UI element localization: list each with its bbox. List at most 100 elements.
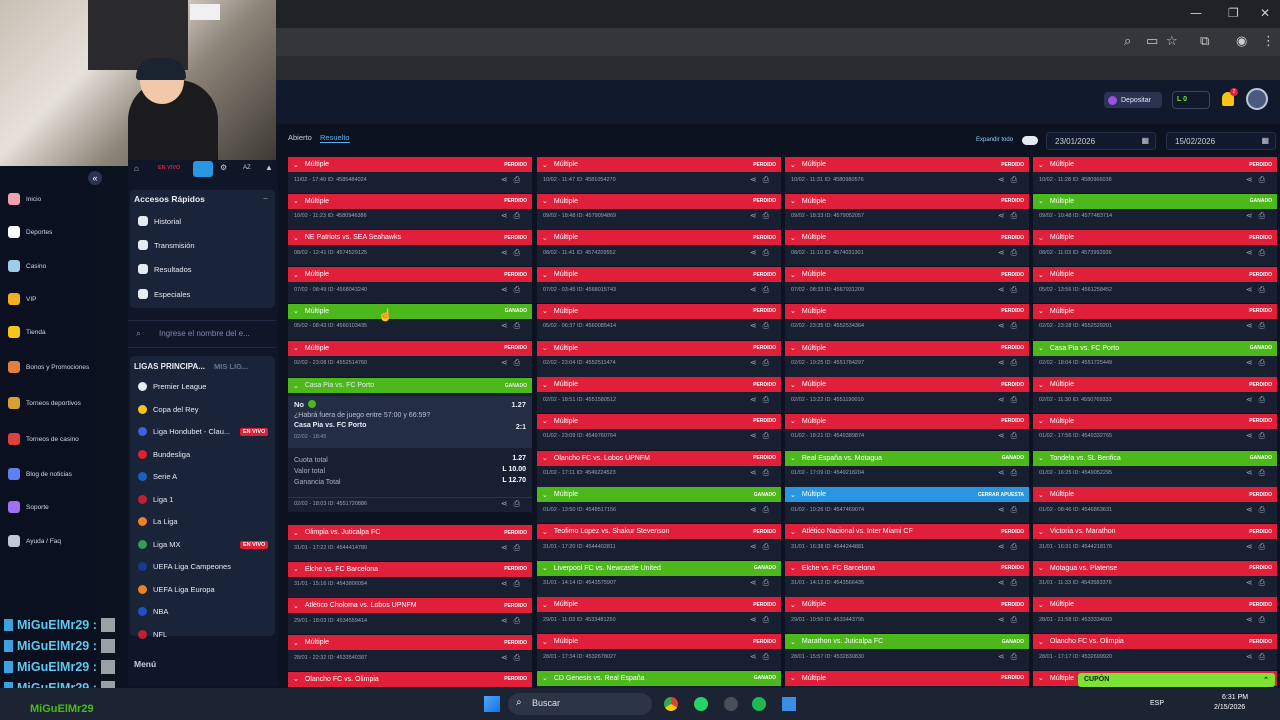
bet-card-header[interactable]: ⌄ Múltiple PERDIDO <box>1033 267 1277 283</box>
share-print-icons[interactable]: ⋖⎙ <box>749 394 775 404</box>
bet-card[interactable]: ⌄ Múltiple PERDIDO 02/02 - 23:28 ID: 455252… <box>1033 303 1277 340</box>
deposit-button[interactable]: Depositar <box>1104 92 1162 108</box>
share-print-icons[interactable]: ⋖⎙ <box>500 358 526 367</box>
bet-card-header[interactable]: ⌄ Múltiple GANADO <box>537 487 781 503</box>
share-print-icons[interactable]: ⋖⎙ <box>500 579 526 589</box>
bet-card-header[interactable]: ⌄ Olancho FC vs. Olimpia PERDIDO <box>1033 634 1277 650</box>
bet-card[interactable]: ⌄ Múltiple PERDIDO 11/02 - 17:40 ID: 458548… <box>288 157 532 193</box>
bet-card[interactable]: ⌄ Elche vs. FC Barcelona PERDIDO 31/01 - 14… <box>785 560 1029 597</box>
expand-all-toggle[interactable] <box>1022 136 1038 145</box>
bet-card-header[interactable]: ⌄ Múltiple GANADO <box>1033 193 1277 209</box>
share-print-icons[interactable]: ⋖⎙ <box>500 321 526 331</box>
share-print-icons[interactable]: ⋖⎙ <box>1245 468 1271 478</box>
bet-card-header[interactable]: ⌄ Múltiple PERDIDO <box>1033 377 1277 393</box>
whatsapp-icon[interactable] <box>694 697 708 711</box>
language-indicator[interactable]: ESP <box>1150 700 1165 707</box>
bet-card-header[interactable]: ⌄ Casa Pia vs. FC Porto GANADO <box>1033 340 1277 356</box>
bet-card-header[interactable]: ⌄ Múltiple PERDIDO <box>1033 303 1277 319</box>
bet-card-header[interactable]: ⌄ Múltiple PERDIDO <box>1033 157 1277 172</box>
bet-card[interactable]: ⌄ Teofimo Lopez vs. Shakur Stevenson PERDI… <box>537 524 781 560</box>
leagues-title[interactable]: LIGAS PRINCIPA... <box>134 362 205 371</box>
maximize-icon[interactable]: ❐ <box>1228 6 1239 20</box>
bet-card-header[interactable]: ⌄ Múltiple PERDIDO <box>537 303 781 319</box>
clock-date[interactable]: 2/15/2026 <box>1214 704 1246 711</box>
bet-card-header[interactable]: ⌄ Múltiple PERDIDO <box>1033 413 1277 429</box>
bet-card-header[interactable]: ⌄ Múltiple PERDIDO <box>785 413 1029 429</box>
league-item[interactable]: NFL <box>138 629 167 639</box>
share-print-icons[interactable]: ⋖⎙ <box>749 284 775 294</box>
settings-tab-icon[interactable]: ⚙ <box>220 163 228 172</box>
league-item[interactable]: Serie A <box>138 472 177 481</box>
bet-card[interactable]: ⌄ Múltiple PERDIDO 07/02 - 08:33 ID: 456793… <box>785 267 1029 304</box>
bet-card-header[interactable]: ⌄ Elche vs. FC Barcelona PERDIDO <box>288 561 532 577</box>
share-print-icons[interactable]: ⋖⎙ <box>500 542 526 552</box>
bet-card[interactable]: ⌄ Atlético Choloma vs. Lobos UPNFM PERDIDO… <box>288 598 532 635</box>
bet-card-header[interactable]: ⌄ Múltiple PERDIDO <box>288 157 532 172</box>
bet-card[interactable]: ⌄ Motagua vs. Platense PERDIDO 31/01 - 11:3… <box>1033 560 1277 597</box>
share-print-icons[interactable]: ⋖⎙ <box>500 652 526 662</box>
quick-item[interactable]: Transmisión <box>138 240 195 250</box>
bet-card-header[interactable]: ⌄ Múltiple PERDIDO <box>785 157 1029 172</box>
bet-card-header[interactable]: ⌄ Olancho FC vs. Olimpia PERDIDO <box>288 671 532 687</box>
share-print-icons[interactable]: ⋖⎙ <box>1245 394 1271 404</box>
league-item[interactable]: Bundesliga <box>138 449 190 459</box>
bet-card-header[interactable]: ⌄ Múltiple PERDIDO <box>537 193 781 209</box>
clock-time[interactable]: 6:31 PM <box>1222 694 1249 701</box>
bet-card[interactable]: ⌄ Liverpool FC vs. Newcastle United GANADO… <box>537 560 781 597</box>
bet-card[interactable]: ⌄ Olimpia vs. Juticalpa FC PERDIDO 31/01 - … <box>288 525 532 561</box>
bet-card-header[interactable]: ⌄ Múltiple PERDIDO <box>1033 597 1277 613</box>
bet-card-header[interactable]: ⌄ Múltiple PERDIDO <box>785 597 1029 613</box>
live-tab[interactable]: EN VIVO <box>158 165 181 171</box>
share-print-icons[interactable]: ⋖⎙ <box>997 651 1023 661</box>
share-print-icons[interactable]: ⋖⎙ <box>997 541 1023 551</box>
nav-item-2[interactable]: Casino <box>8 260 46 272</box>
share-print-icons[interactable]: ⋖⎙ <box>749 321 775 331</box>
bet-card[interactable]: ⌄ Múltiple GANADO 01/02 - 13:50 ID: 4548517… <box>537 487 781 524</box>
bet-card[interactable]: ⌄ Atlético Nacional vs. Inter Miami CF PER… <box>785 524 1029 560</box>
share-print-icons[interactable]: ⋖⎙ <box>997 394 1023 404</box>
share-print-icons[interactable]: ⋖⎙ <box>997 211 1023 221</box>
share-print-icons[interactable]: ⋖⎙ <box>500 174 526 184</box>
share-print-icons[interactable]: ⋖⎙ <box>997 358 1023 367</box>
bet-card[interactable]: ⌄ Marathon vs. Juticalpa FC GANADO 28/01 - … <box>785 634 1029 671</box>
bet-card[interactable]: ⌄ Múltiple PERDIDO 10/02 - 11:28 ID: 458096… <box>1033 157 1277 193</box>
bet-card[interactable]: ⌄ Múltiple PERDIDO 10/02 - 11:31 ID: 458098… <box>785 157 1029 193</box>
minimize-icon[interactable]: — <box>1190 6 1202 20</box>
share-print-icons[interactable]: ⋖⎙ <box>1245 284 1271 294</box>
bet-card-header[interactable]: ⌄ CD Genesis vs. Real España GANADO <box>537 670 781 686</box>
share-print-icons[interactable]: ⋖⎙ <box>997 174 1023 184</box>
bet-card-header[interactable]: ⌄ Múltiple PERDIDO <box>288 267 532 283</box>
league-item[interactable]: UEFA Liga Campeones <box>138 562 231 571</box>
bet-card[interactable]: ⌄ Real España vs. Motagua GANADO 01/02 - 17… <box>785 450 1029 487</box>
quick-item[interactable]: Resultados <box>138 264 192 274</box>
bet-card[interactable]: ⌄ Múltiple PERDIDO 02/02 - 23:08 ID: 455251… <box>288 340 532 377</box>
bet-card-header[interactable]: ⌄ Múltiple PERDIDO <box>785 340 1029 356</box>
bet-card-header[interactable]: ⌄ Múltiple PERDIDO <box>537 267 781 283</box>
bet-card-header[interactable]: ⌄ Múltiple PERDIDO <box>288 193 532 209</box>
share-print-icons[interactable]: ⋖⎙ <box>749 614 775 624</box>
profile-icon[interactable]: ◉ <box>1236 34 1248 49</box>
share-print-icons[interactable]: ⋖⎙ <box>500 498 526 508</box>
share-print-icons[interactable]: ⋖⎙ <box>749 468 775 478</box>
league-item[interactable]: La Liga <box>138 517 178 526</box>
share-print-icons[interactable]: ⋖⎙ <box>749 431 775 441</box>
nav-item-9[interactable]: Soporte <box>8 501 49 513</box>
share-print-icons[interactable]: ⋖⎙ <box>500 247 526 257</box>
bet-card-header[interactable]: ⌄ Múltiple PERDIDO <box>537 634 781 650</box>
share-print-icons[interactable]: ⋖⎙ <box>997 247 1023 257</box>
bet-card-header[interactable]: ⌄ Motagua vs. Platense PERDIDO <box>1033 560 1277 576</box>
share-print-icons[interactable]: ⋖⎙ <box>1245 358 1271 367</box>
bet-card[interactable]: ⌄ Múltiple PERDIDO 02/02 - 23:04 ID: 455251… <box>537 340 781 377</box>
collapse-quick-icon[interactable]: − <box>263 194 268 203</box>
bet-card[interactable]: ⌄ Múltiple PERDIDO 07/02 - 03:45 ID: 456801… <box>537 267 781 304</box>
zoom-icon[interactable]: ⌕ <box>1124 34 1132 49</box>
bet-card[interactable]: ⌄ Múltiple PERDIDO 28/01 - 17:34 ID: 453267… <box>537 634 781 671</box>
nav-item-5[interactable]: Bonos y Promociones <box>8 361 89 373</box>
share-print-icons[interactable]: ⋖⎙ <box>1245 431 1271 441</box>
calendar-tab-icon[interactable] <box>193 161 213 177</box>
bet-card[interactable]: ⌄ Múltiple PERDIDO 08/02 - 11:03 ID: 457399… <box>1033 230 1277 267</box>
bet-card-header[interactable]: ⌄ Victoria vs. Marathon PERDIDO <box>1033 524 1277 539</box>
bet-card-header[interactable]: ⌄ Múltiple PERDIDO <box>785 303 1029 319</box>
bet-card-header[interactable]: ⌄ Olimpia vs. Juticalpa FC PERDIDO <box>288 525 532 540</box>
share-print-icons[interactable]: ⋖⎙ <box>997 504 1023 514</box>
